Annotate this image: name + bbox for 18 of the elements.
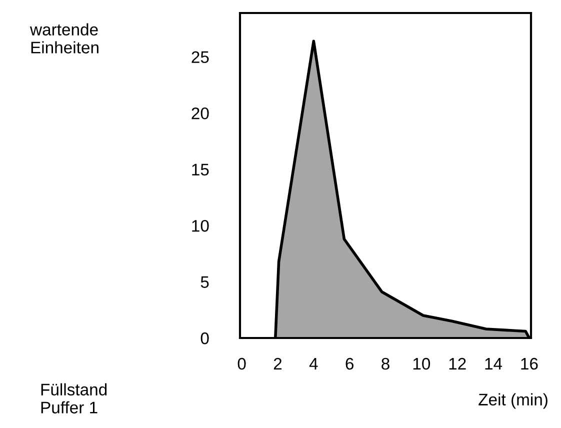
- y-tick-label: 0: [200, 332, 209, 344]
- x-tick-label: 10: [413, 358, 430, 370]
- x-tick-label: 14: [485, 358, 502, 370]
- x-tick-label: 6: [346, 358, 354, 370]
- y-tick-label: 10: [192, 220, 209, 232]
- text: Füllstand Puffer 1: [41, 383, 107, 414]
- x-tick-label: 8: [382, 358, 390, 370]
- y-tick-label: 25: [192, 51, 209, 64]
- y-tick-label: 15: [192, 164, 209, 176]
- x-tick-label: 16: [521, 358, 538, 370]
- x-tick-label: 12: [449, 358, 466, 370]
- x-tick-label: 0: [238, 358, 246, 370]
- text: wartende Einheiten: [30, 23, 98, 54]
- x-axis-title: Zeit (min): [478, 393, 548, 409]
- x-tick-label: 2: [274, 358, 282, 370]
- x-tick-label: 4: [309, 358, 318, 370]
- y-tick-label: 20: [192, 107, 209, 120]
- y-tick-label: 5: [200, 276, 209, 288]
